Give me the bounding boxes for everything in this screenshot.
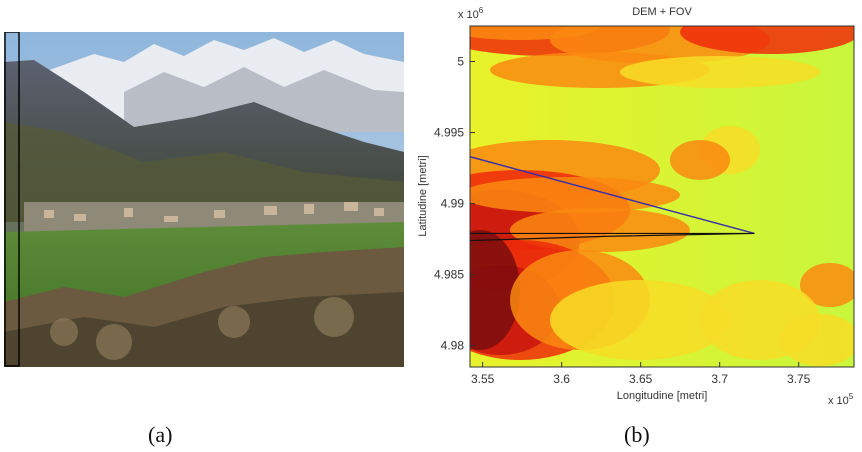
y-tick-label-1: 4.985	[434, 268, 464, 282]
dem-region-2	[680, 26, 854, 54]
x-tick-label-1: 3.6	[553, 372, 570, 386]
fov-inner-wedge	[470, 232, 755, 242]
y-tick-label-3: 4.995	[434, 126, 464, 140]
dem-region-17	[670, 140, 730, 180]
x-exponent-label: x 105	[828, 392, 854, 407]
caption-b: (b)	[624, 422, 650, 447]
chart-title: DEM + FOV	[632, 6, 692, 18]
y-tick-label-0: 4.98	[441, 339, 465, 353]
x-axis-label: Longitudine [metri]	[617, 390, 708, 402]
dem-region-3	[470, 26, 600, 40]
dem-region-20	[780, 314, 854, 366]
y-tick-label-4: 5	[457, 55, 464, 69]
x-tick-label-2: 3.65	[629, 372, 653, 386]
dem-fov-chart: DEM + FOV x 106 3.55 3.6 3.65 3.7 3.75 4.984…	[417, 6, 855, 407]
plot-frame	[469, 25, 855, 368]
dem-region-9	[470, 177, 680, 213]
x-tick-label-0: 3.55	[471, 372, 495, 386]
y-exponent-label: x 106	[458, 6, 484, 21]
y-tick-label-2: 4.99	[441, 197, 465, 211]
x-tick-label-3: 3.7	[711, 372, 728, 386]
y-axis-ticks: 4.98 4.985 4.99 4.995 5	[434, 55, 475, 353]
dem-region-10	[510, 208, 690, 252]
dem-region-13	[470, 230, 520, 350]
landscape-photo	[4, 32, 404, 367]
dem-region-15	[550, 280, 730, 360]
caption-a: (a)	[148, 422, 173, 447]
dem-region-5	[620, 56, 820, 88]
fov-overlay	[470, 156, 755, 242]
fov-outer-line	[470, 156, 755, 235]
x-axis-ticks: 3.55 3.6 3.65 3.7 3.75	[471, 362, 811, 386]
y-axis-label: Latitudine [metri]	[417, 155, 429, 236]
dem-region-18	[800, 263, 854, 307]
dem-heatmap	[470, 26, 854, 367]
x-tick-label-4: 3.75	[787, 372, 811, 386]
